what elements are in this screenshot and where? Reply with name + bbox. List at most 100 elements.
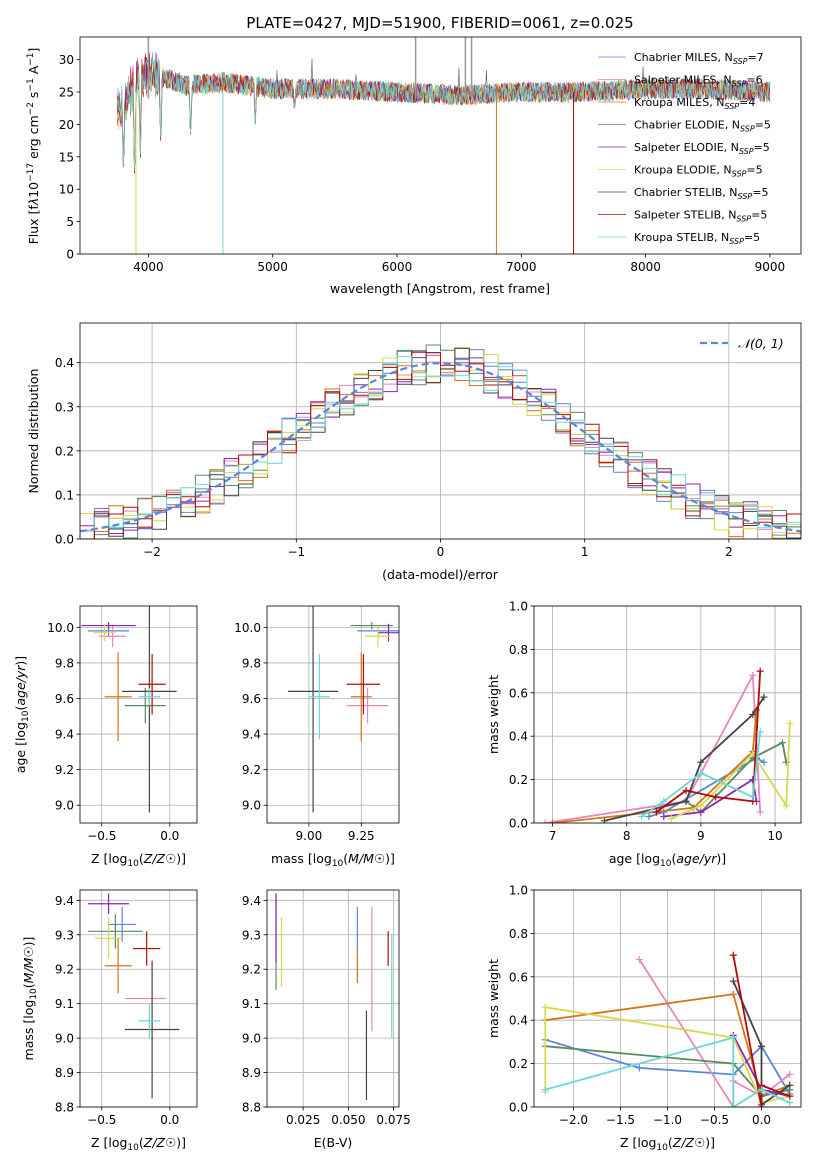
weight-point-marker [778, 739, 786, 747]
y-tick-label: 9.6 [55, 692, 74, 706]
weight-point-marker [749, 711, 757, 718]
x-tick-label: 9000 [755, 260, 786, 274]
weight-point-marker [782, 802, 790, 810]
y-axis-label: Flux [fλ10−17 erg cm−2 s−1 A−1] [26, 48, 41, 245]
y-tick-label: 8.8 [242, 1101, 261, 1115]
x-tick-label: 10 [767, 829, 782, 843]
weight-point-marker [645, 812, 653, 820]
legend-entry: Chabrier STELIB, NSSP=5 [634, 186, 768, 201]
y-tick-label: 0.3 [55, 400, 74, 414]
weight-series-line [732, 980, 791, 1107]
weight-point-marker [758, 1086, 766, 1094]
x-tick-label: −1.5 [606, 1113, 635, 1127]
x-tick-label: 8000 [630, 260, 661, 274]
axes-residuals: −2 −1 0 1 2 0.0 0.1 0.2 0.3 0.4 (data-model)/error… [26, 322, 802, 582]
figure-title: PLATE=0427, MJD=51900, FIBERID=0061, z=0… [246, 14, 633, 32]
spectrum-line [117, 57, 771, 169]
y-tick-label: 8.8 [55, 1101, 74, 1115]
weight-point-marker [758, 1042, 766, 1050]
x-axis-label: Z [log10(Z/Z☉)] [91, 851, 186, 869]
y-tick-label: 9.1 [55, 997, 74, 1011]
weight-point-marker [756, 667, 764, 675]
legend-entry: Kroupa STELIB, NSSP=5 [634, 231, 760, 246]
weight-point-marker [697, 808, 705, 816]
x-tick-label: 4000 [133, 260, 164, 274]
axes-frame [79, 36, 802, 255]
x-tick-label: 0.050 [331, 1113, 365, 1127]
weight-point-marker [756, 808, 764, 816]
y-axis-label: mass weight [486, 675, 501, 754]
y-tick-label: 9.1 [242, 997, 261, 1011]
weight-point-marker [786, 1070, 794, 1078]
y-tick-label: 30 [59, 53, 74, 67]
x-axis-label: Z [log10(Z/Z☉)] [620, 1135, 715, 1153]
axes-frame [533, 889, 802, 1108]
x-tick-label: 9 [697, 829, 705, 843]
y-tick-label: 1.0 [509, 884, 528, 898]
y-tick-label: 9.2 [55, 963, 74, 977]
y-tick-label: 0.2 [55, 444, 74, 458]
axes-frame [79, 605, 198, 824]
weight-point-marker [729, 951, 737, 959]
x-tick-label: 0.075 [376, 1113, 410, 1127]
weight-point-marker [712, 793, 720, 801]
weight-point-marker [541, 1086, 549, 1094]
weight-point-marker [541, 1003, 549, 1011]
y-tick-label: 9.2 [55, 763, 74, 777]
x-tick-label: 0.0 [160, 1113, 179, 1127]
y-tick-label: 9.4 [55, 894, 74, 908]
histogram-series [80, 351, 801, 539]
plot-area [88, 893, 180, 1099]
x-tick-label: 0.0 [752, 1113, 771, 1127]
histogram-series [80, 347, 801, 539]
weight-point-marker [682, 797, 690, 805]
weight-point-marker [786, 1081, 794, 1089]
x-tick-label: 0 [437, 545, 445, 559]
axes-age-vs-mass: 9.00 9.25 9.0 9.2 9.4 9.6 9.8 10.0 mass [log10(M… [234, 605, 400, 869]
x-tick-label: −0.5 [87, 1113, 116, 1127]
x-tick-label: −0.5 [87, 829, 116, 843]
weight-point-marker [758, 1103, 766, 1107]
legend-entry: 𝒩(0, 1) [738, 336, 784, 351]
weight-point-marker [638, 812, 646, 820]
spectrum-line [117, 53, 771, 174]
y-tick-label: 0.8 [509, 643, 528, 657]
legend-entry: Salpeter STELIB, NSSP=5 [634, 209, 767, 224]
axes-age-vs-Z: −0.5 0.0 9.0 9.2 9.4 9.6 9.8 10.0 Z [log10(Z/Z☉)… [13, 605, 198, 869]
normal-curve [80, 361, 801, 533]
y-tick-label: 9.0 [242, 799, 261, 813]
legend-entry: Salpeter ELODIE, NSSP=5 [634, 141, 770, 156]
plot-area [275, 893, 393, 1101]
weight-point-marker [697, 802, 705, 810]
y-tick-label: 10 [59, 183, 74, 197]
axes-frame [266, 889, 400, 1108]
y-tick-label: 9.0 [55, 1032, 74, 1046]
y-tick-label: 9.4 [242, 728, 261, 742]
y-tick-label: 9.3 [242, 928, 261, 942]
axes-frame [266, 605, 400, 824]
weight-point-marker [667, 815, 675, 823]
weight-series-line [552, 710, 758, 823]
plot-area [287, 606, 399, 813]
y-tick-label: 0.1 [55, 488, 74, 502]
weight-point-marker [749, 671, 757, 679]
spectrum-line [117, 52, 771, 169]
y-tick-label: 10.0 [47, 621, 74, 635]
y-tick-label: 9.6 [242, 692, 261, 706]
x-tick-label: 6000 [382, 260, 413, 274]
x-tick-label: 2 [725, 545, 733, 559]
weight-series-line [545, 1036, 791, 1107]
y-axis-label: mass weight [486, 959, 501, 1038]
x-tick-label: −0.5 [700, 1113, 729, 1127]
axes-spectrum: 4000 5000 6000 7000 8000 9000 0 5 10 15 20 25 30 wave… [26, 36, 802, 296]
y-axis-label: mass [log10(M/M☉)] [21, 937, 39, 1061]
weight-point-marker [749, 793, 757, 801]
x-tick-label: 9.25 [348, 829, 375, 843]
weight-series-line [732, 954, 791, 1107]
y-tick-label: 0.8 [509, 927, 528, 941]
weight-point-marker [697, 769, 705, 777]
x-axis-label: wavelength [Angstrom, rest frame] [330, 281, 550, 296]
y-tick-label: 9.8 [55, 656, 74, 670]
y-tick-label: 20 [59, 118, 74, 132]
